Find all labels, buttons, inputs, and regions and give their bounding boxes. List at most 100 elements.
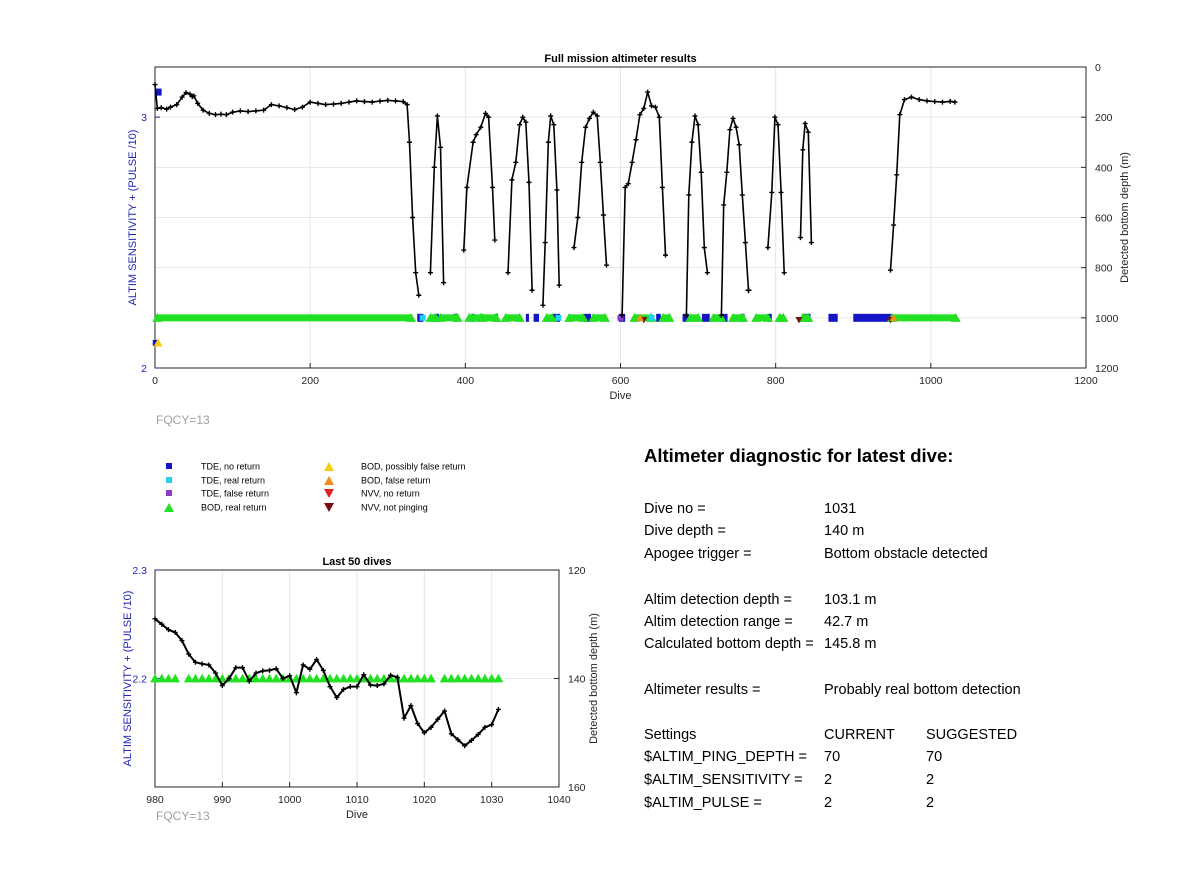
- depth-point: [346, 99, 352, 105]
- depth-point: [781, 270, 787, 276]
- depth-point: [683, 312, 689, 318]
- depth-point: [226, 676, 232, 681]
- bod-real-return-marker: [170, 673, 180, 683]
- bod-real-return-marker: [197, 673, 207, 683]
- legend-label: BOD, possibly false return: [361, 462, 466, 472]
- bod-real-return-marker: [298, 673, 308, 683]
- y-axis-label: ALTIM SENSITIVITY + (PULSE /10): [127, 130, 139, 306]
- tde-no-return-band: [701, 313, 710, 322]
- depth-point: [213, 670, 219, 676]
- bod-possibly-false-marker: [153, 338, 163, 347]
- bod-real-return-marker: [466, 673, 477, 683]
- depth-point: [434, 113, 440, 119]
- depth-point: [778, 189, 784, 195]
- depth-point: [410, 215, 416, 220]
- depth-point: [369, 99, 375, 105]
- bod-real-return-marker: [664, 312, 675, 322]
- bod-real-return-marker: [311, 673, 322, 683]
- depth-point: [745, 287, 752, 294]
- legend-triangle-up: [164, 503, 174, 512]
- depth-point: [897, 112, 903, 118]
- depth-point: [159, 621, 165, 627]
- legend-triangle-up: [324, 462, 334, 471]
- diag-key: $ALTIM_PING_DEPTH =: [644, 749, 807, 765]
- bod-real-return-marker: [372, 673, 382, 683]
- depth-point: [689, 139, 695, 145]
- depth-point: [554, 187, 560, 193]
- depth-point: [400, 99, 406, 105]
- x-tick-label: 200: [301, 375, 319, 387]
- depth-point: [802, 120, 808, 126]
- depth-point: [427, 270, 433, 276]
- frequency-footnote: FQCY=13: [156, 809, 210, 823]
- depth-point: [662, 252, 668, 258]
- depth-point: [736, 142, 742, 148]
- depth-point: [509, 177, 515, 183]
- depth-point: [172, 629, 178, 635]
- depth-point: [381, 681, 387, 687]
- x-tick-label: 990: [214, 794, 232, 806]
- tde-marker: [166, 477, 172, 483]
- depth-point: [406, 139, 412, 145]
- depth-point: [492, 237, 498, 243]
- bod-real-return-marker: [237, 673, 248, 683]
- diag-key: Calculated bottom depth =: [644, 636, 814, 652]
- y-axis-label: ALTIM SENSITIVITY + (PULSE /10): [122, 591, 134, 767]
- depth-point: [206, 110, 212, 116]
- bottom-depth-line: [154, 84, 420, 296]
- tde-no-return-band: [721, 313, 728, 322]
- diag-key: Dive no =: [644, 501, 706, 517]
- depth-point: [808, 240, 814, 246]
- bod-real-return-marker: [588, 312, 599, 322]
- depth-point: [649, 103, 655, 109]
- bottom-depth-line: [573, 110, 608, 266]
- bod-real-return-marker: [708, 312, 719, 322]
- depth-point: [583, 124, 589, 130]
- depth-point: [415, 721, 421, 727]
- depth-point: [195, 100, 201, 106]
- depth-point: [800, 147, 806, 153]
- tde-no-return-band: [828, 313, 838, 322]
- depth-point: [354, 684, 360, 690]
- depth-point: [718, 312, 724, 318]
- bod-real-return-marker: [318, 673, 329, 683]
- legend-triangle-up: [324, 476, 334, 485]
- depth-point: [213, 112, 219, 118]
- depth-point: [765, 245, 771, 251]
- depth-point: [323, 102, 329, 108]
- depth-point: [347, 684, 353, 690]
- bod-real-return-marker: [152, 312, 163, 322]
- depth-point: [307, 99, 313, 105]
- bod-real-return-marker: [210, 673, 221, 683]
- depth-point: [952, 99, 958, 105]
- depth-point: [284, 105, 290, 111]
- depth-point: [478, 124, 484, 130]
- bod-false-return-marker: [635, 313, 644, 322]
- tde-marker: [166, 463, 172, 469]
- depth-point: [199, 661, 205, 667]
- legend-label: NVV, not pinging: [361, 503, 428, 513]
- depth-point: [600, 212, 606, 218]
- depth-point: [924, 98, 930, 104]
- bod-real-return-marker: [453, 673, 463, 683]
- bod-real-return-marker: [338, 673, 349, 683]
- bod-real-return-marker: [426, 673, 436, 683]
- bod-real-return-marker: [751, 312, 762, 322]
- depth-point: [174, 102, 180, 108]
- bod-real-return-marker: [464, 312, 475, 322]
- depth-point: [394, 674, 400, 680]
- y2-tick-label: 1000: [1095, 313, 1119, 325]
- bod-real-return-marker: [459, 673, 470, 683]
- tde-marker: [555, 314, 562, 321]
- bod-real-return-marker: [693, 312, 704, 322]
- bod-real-return-marker: [685, 312, 696, 322]
- diag-value: Probably real bottom detection: [824, 682, 1021, 698]
- depth-point: [268, 102, 274, 108]
- depth-point: [629, 159, 635, 165]
- bod-real-return-band: [440, 314, 458, 322]
- legend-label: TDE, false return: [201, 489, 269, 499]
- bod-real-return-marker: [803, 312, 814, 322]
- depth-point: [464, 184, 470, 190]
- depth-point: [240, 665, 246, 671]
- bod-real-return-marker: [950, 312, 961, 322]
